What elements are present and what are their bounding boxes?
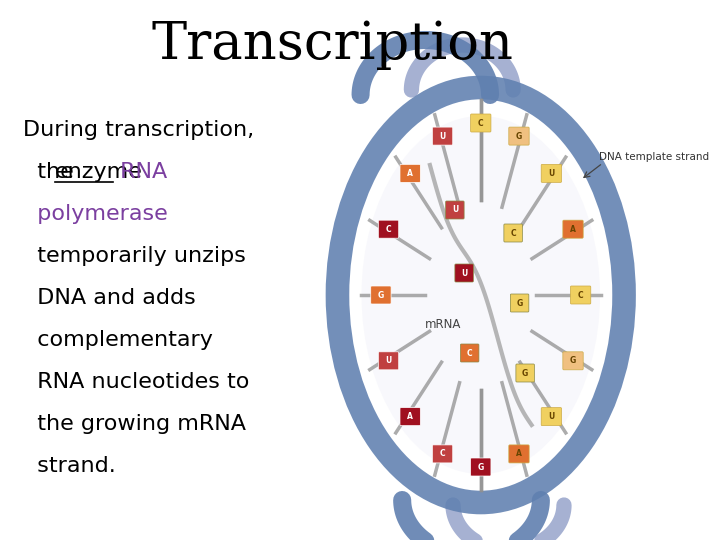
Text: C: C bbox=[386, 225, 392, 234]
Text: U: U bbox=[385, 356, 392, 366]
FancyBboxPatch shape bbox=[433, 445, 453, 463]
Text: DNA and adds: DNA and adds bbox=[23, 288, 196, 308]
Text: U: U bbox=[548, 169, 554, 178]
FancyBboxPatch shape bbox=[378, 220, 399, 238]
FancyBboxPatch shape bbox=[371, 286, 391, 304]
FancyBboxPatch shape bbox=[541, 408, 562, 426]
FancyBboxPatch shape bbox=[509, 127, 529, 145]
FancyBboxPatch shape bbox=[504, 224, 523, 242]
FancyBboxPatch shape bbox=[400, 164, 420, 183]
Text: enzyme: enzyme bbox=[55, 162, 143, 182]
FancyBboxPatch shape bbox=[570, 286, 591, 304]
Text: U: U bbox=[439, 132, 446, 140]
Text: G: G bbox=[516, 132, 522, 140]
Text: C: C bbox=[578, 291, 583, 300]
FancyBboxPatch shape bbox=[541, 164, 562, 183]
Text: C: C bbox=[467, 348, 472, 357]
FancyBboxPatch shape bbox=[378, 352, 399, 370]
Text: C: C bbox=[510, 228, 516, 238]
FancyBboxPatch shape bbox=[471, 458, 491, 476]
Text: U: U bbox=[461, 268, 467, 278]
Text: DNA template strand: DNA template strand bbox=[599, 152, 709, 162]
Text: U: U bbox=[451, 206, 458, 214]
Text: RNA nucleotides to: RNA nucleotides to bbox=[23, 372, 250, 392]
Text: G: G bbox=[522, 368, 528, 377]
Text: A: A bbox=[570, 225, 576, 234]
Text: G: G bbox=[570, 356, 576, 366]
Text: C: C bbox=[440, 449, 446, 458]
Text: A: A bbox=[408, 169, 413, 178]
FancyBboxPatch shape bbox=[516, 364, 534, 382]
Text: U: U bbox=[548, 412, 554, 421]
Ellipse shape bbox=[361, 116, 600, 474]
Text: A: A bbox=[408, 412, 413, 421]
FancyBboxPatch shape bbox=[509, 445, 529, 463]
FancyBboxPatch shape bbox=[460, 344, 479, 362]
Text: G: G bbox=[378, 291, 384, 300]
Text: polymerase: polymerase bbox=[23, 204, 168, 224]
Text: the: the bbox=[23, 162, 81, 182]
Text: During transcription,: During transcription, bbox=[23, 120, 254, 140]
FancyBboxPatch shape bbox=[433, 127, 453, 145]
Text: the growing mRNA: the growing mRNA bbox=[23, 414, 246, 434]
FancyBboxPatch shape bbox=[446, 201, 464, 219]
FancyBboxPatch shape bbox=[563, 352, 583, 370]
Text: Transcription: Transcription bbox=[152, 19, 514, 71]
FancyBboxPatch shape bbox=[455, 264, 473, 282]
Text: complementary: complementary bbox=[23, 330, 213, 350]
FancyBboxPatch shape bbox=[471, 114, 491, 132]
Text: RNA: RNA bbox=[113, 162, 167, 182]
Text: C: C bbox=[478, 118, 484, 127]
Text: G: G bbox=[477, 462, 484, 471]
Text: A: A bbox=[516, 449, 522, 458]
Text: mRNA: mRNA bbox=[426, 319, 462, 332]
Text: temporarily unzips: temporarily unzips bbox=[23, 246, 246, 266]
FancyBboxPatch shape bbox=[400, 408, 420, 426]
Text: strand.: strand. bbox=[23, 456, 116, 476]
FancyBboxPatch shape bbox=[563, 220, 583, 238]
FancyBboxPatch shape bbox=[510, 294, 529, 312]
Text: G: G bbox=[516, 299, 523, 307]
